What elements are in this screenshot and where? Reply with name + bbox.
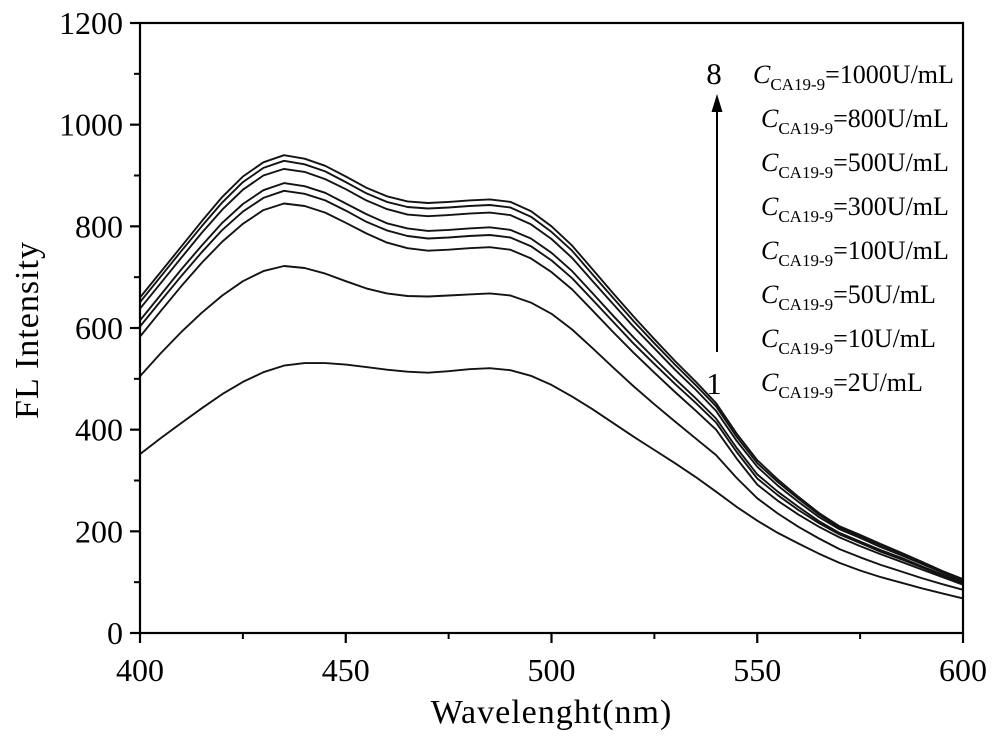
- spectrum-curve-3: [139, 202, 964, 586]
- y-tick-label: 0: [107, 615, 123, 651]
- y-axis-label: FL Intensity: [9, 241, 46, 419]
- spectrum-curve-1: [139, 362, 964, 600]
- spectrum-curve-7: [139, 159, 964, 581]
- y-tick-label: 200: [75, 513, 123, 549]
- y-tick-label: 1200: [59, 5, 123, 41]
- x-tick-label: 550: [733, 652, 781, 688]
- spectrum-curve-4: [139, 189, 964, 585]
- x-tick-label: 400: [116, 652, 164, 688]
- arrow-bottom-label: 1: [706, 366, 722, 401]
- y-tick-label: 800: [75, 208, 123, 244]
- y-tick-label: 1000: [59, 107, 123, 143]
- x-tick-label: 600: [939, 652, 987, 688]
- arrow-top-label: 8: [706, 56, 722, 91]
- x-tick-label: 450: [322, 652, 370, 688]
- x-tick-label: 500: [528, 652, 576, 688]
- y-tick-label: 600: [75, 310, 123, 346]
- spectrum-curve-8: [139, 154, 964, 581]
- spectrum-curve-6: [139, 167, 964, 582]
- axes-frame: [138, 21, 965, 635]
- y-tick-label: 400: [75, 412, 123, 448]
- x-axis-label: Wavelenght(nm): [430, 694, 673, 731]
- spectrum-curve-5: [139, 182, 964, 584]
- spectrum-curve-2: [139, 265, 964, 591]
- arrow-head-icon: [711, 94, 723, 112]
